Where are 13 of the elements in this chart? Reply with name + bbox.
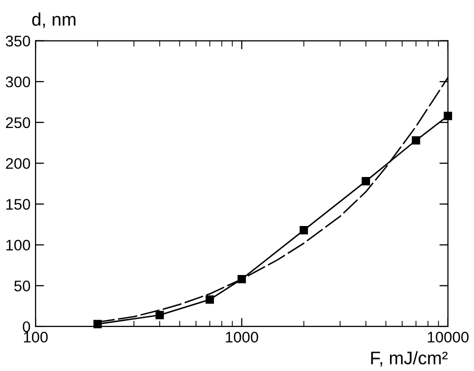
y-axis-title: d, nm (32, 12, 76, 28)
y-tick-label: 350 (6, 36, 30, 46)
x-tick-label: 100 (24, 332, 48, 343)
y-tick-label: 300 (6, 76, 30, 88)
x-tick-label: 1000 (226, 332, 258, 343)
y-tick-label: 200 (6, 158, 30, 169)
y-tick-label: 100 (6, 240, 30, 251)
y-tick-label: 50 (14, 280, 30, 292)
y-tick-label: 250 (6, 117, 30, 128)
x-axis-title: F, mJ/cm² (371, 351, 448, 367)
y-tick-label: 150 (6, 198, 30, 210)
x-tick-label: 10000 (428, 332, 469, 343)
y-tick-label: 0 (22, 321, 30, 332)
